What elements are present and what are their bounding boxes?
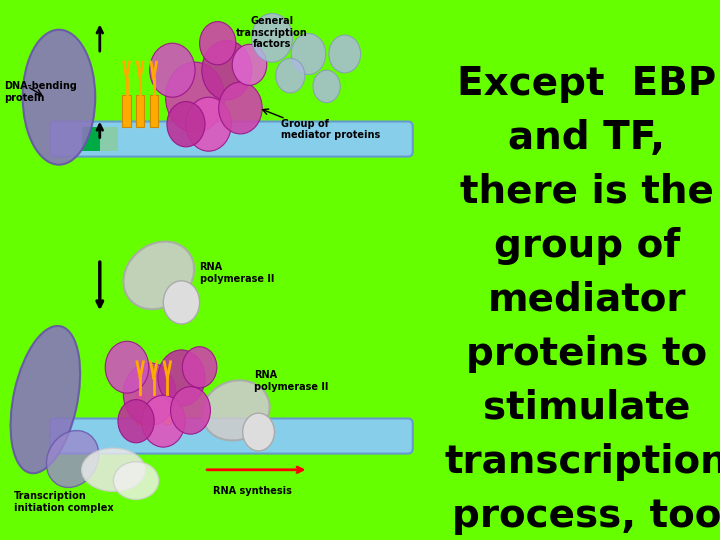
Bar bbox=[136, 394, 144, 424]
Circle shape bbox=[233, 44, 266, 85]
Ellipse shape bbox=[11, 326, 80, 473]
Circle shape bbox=[199, 22, 236, 65]
Text: and TF,: and TF, bbox=[508, 119, 665, 157]
Text: mediator: mediator bbox=[487, 281, 686, 319]
Circle shape bbox=[150, 43, 195, 97]
Bar bbox=[150, 94, 158, 127]
Circle shape bbox=[123, 363, 176, 426]
Bar bbox=[163, 394, 171, 424]
Circle shape bbox=[202, 40, 252, 100]
Bar bbox=[81, 127, 100, 151]
Text: group of: group of bbox=[494, 227, 680, 265]
Text: transcription: transcription bbox=[445, 443, 720, 481]
Circle shape bbox=[329, 35, 361, 73]
Circle shape bbox=[186, 97, 231, 151]
Text: RNA
polymerase II: RNA polymerase II bbox=[254, 370, 328, 392]
Circle shape bbox=[118, 400, 154, 443]
Circle shape bbox=[166, 62, 225, 132]
Circle shape bbox=[252, 14, 292, 62]
Text: RNA synthesis: RNA synthesis bbox=[213, 487, 292, 496]
Ellipse shape bbox=[81, 448, 145, 491]
Circle shape bbox=[171, 387, 210, 434]
Circle shape bbox=[142, 395, 185, 447]
Circle shape bbox=[167, 102, 205, 147]
Bar bbox=[136, 94, 144, 127]
Circle shape bbox=[276, 58, 305, 93]
Text: there is the: there is the bbox=[460, 173, 714, 211]
Text: DNA-bending
protein: DNA-bending protein bbox=[4, 81, 78, 103]
Circle shape bbox=[105, 341, 149, 393]
Text: process, too: process, too bbox=[452, 497, 720, 535]
Circle shape bbox=[243, 413, 274, 451]
Ellipse shape bbox=[123, 241, 194, 309]
Ellipse shape bbox=[46, 430, 99, 488]
Bar bbox=[150, 394, 158, 424]
Circle shape bbox=[158, 350, 205, 406]
Text: Except  EBP: Except EBP bbox=[457, 65, 716, 103]
Circle shape bbox=[313, 70, 340, 103]
Ellipse shape bbox=[114, 462, 159, 500]
Ellipse shape bbox=[202, 380, 270, 441]
Circle shape bbox=[219, 82, 262, 134]
Text: Group of
mediator proteins: Group of mediator proteins bbox=[282, 119, 380, 140]
Bar bbox=[100, 127, 118, 151]
Ellipse shape bbox=[23, 30, 95, 165]
Circle shape bbox=[163, 281, 199, 324]
FancyBboxPatch shape bbox=[50, 418, 413, 454]
FancyBboxPatch shape bbox=[50, 122, 413, 157]
Text: proteins to: proteins to bbox=[467, 335, 707, 373]
Text: Transcription
initiation complex: Transcription initiation complex bbox=[14, 491, 113, 513]
Circle shape bbox=[291, 33, 325, 75]
Circle shape bbox=[182, 347, 217, 388]
Text: General
transcription
factors: General transcription factors bbox=[236, 16, 308, 49]
Text: RNA
polymerase II: RNA polymerase II bbox=[199, 262, 274, 284]
Text: stimulate: stimulate bbox=[483, 389, 690, 427]
Bar bbox=[122, 94, 130, 127]
